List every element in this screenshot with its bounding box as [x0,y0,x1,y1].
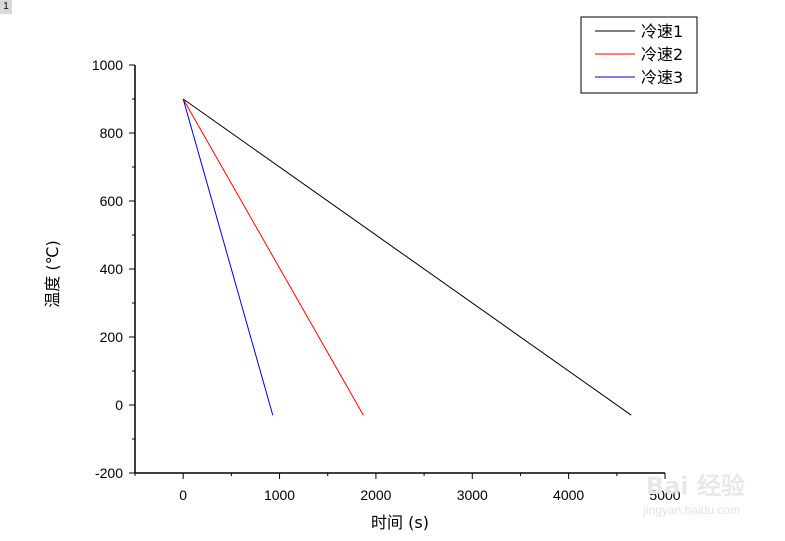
y-tick-label: 800 [100,125,124,141]
legend-box [580,16,698,94]
legend-label-3: 冷速3 [641,68,683,87]
watermark-logo: Bai 经验 [645,472,745,500]
series-lines [182,98,632,416]
x-tick-label: 1000 [264,487,295,503]
y-tick-label: 0 [115,397,123,413]
x-tick-label: 5000 [649,487,680,503]
corner-tag: 1 [0,0,12,14]
legend-label-1: 冷速1 [641,22,683,41]
y-axis-label: 温度 (℃) [43,240,62,308]
legend-label-2: 冷速2 [641,45,683,64]
y-tick-label: 1000 [92,57,123,73]
y-tick-label: 400 [100,261,124,277]
x-tick-label: 4000 [553,487,584,503]
legend: 冷速1 冷速2 冷速3 [580,16,698,94]
watermark-url: jingyan.baidu.com [643,503,740,517]
y-tick-label: 600 [100,193,124,209]
series-line-1 [182,98,632,416]
ticks: 0 1000 2000 3000 4000 5000 -200 0 200 400 600 800 10… [92,57,681,503]
y-tick-label: 200 [100,329,124,345]
axes [134,65,665,474]
x-tick-label: 0 [179,487,187,503]
x-tick-label: 3000 [457,487,488,503]
x-axis-label: 时间 (s) [371,513,429,532]
series-line-2 [182,98,364,416]
y-tick-label: -200 [95,465,123,481]
series-line-3 [182,98,274,416]
x-tick-label: 2000 [360,487,391,503]
